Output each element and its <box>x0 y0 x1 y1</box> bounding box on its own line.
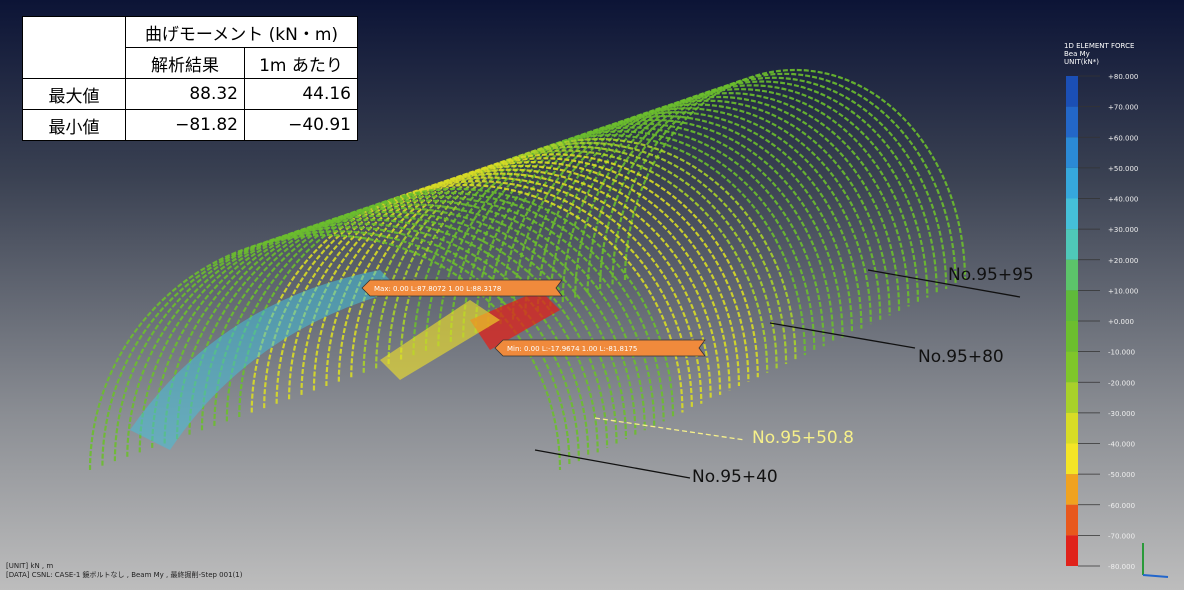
legend-label: +0.000 <box>1108 318 1134 326</box>
legend-swatch <box>1066 505 1078 536</box>
table-header: 曲げモーメント (kN・m) <box>126 17 358 48</box>
legend-label: -60.000 <box>1108 502 1135 510</box>
legend-swatch <box>1066 199 1078 230</box>
legend-swatch <box>1066 382 1078 413</box>
legend-swatch <box>1066 137 1078 168</box>
legend-label: -30.000 <box>1108 410 1135 418</box>
leader-line <box>770 323 915 348</box>
cell: −40.91 <box>245 110 358 141</box>
stress-zone <box>380 300 500 380</box>
stress-zone <box>130 270 400 450</box>
legend-swatch <box>1066 290 1078 321</box>
legend-swatch <box>1066 535 1078 566</box>
legend-title: 1D ELEMENT FORCE <box>1064 42 1134 50</box>
section-label: No.95+95 <box>948 265 1034 285</box>
cell: 44.16 <box>245 79 358 110</box>
blank-cell <box>23 17 126 79</box>
legend-title: UNIT(kN*) <box>1064 58 1099 66</box>
screen: Max: 0.00 L:87.8072 1.00 L:88.3178 Min: 0… <box>0 0 1184 590</box>
tunnel-ring <box>140 220 598 453</box>
subheader: 解析結果 <box>126 48 245 79</box>
legend-label: +50.000 <box>1108 165 1138 173</box>
legend-swatch <box>1066 76 1078 107</box>
section-label: No.95+80 <box>918 347 1004 367</box>
legend-swatch <box>1066 444 1078 475</box>
legend-swatch <box>1066 260 1078 291</box>
legend-swatch <box>1066 107 1078 138</box>
section-label: No.95+40 <box>692 467 778 487</box>
legend-swatch <box>1066 413 1078 444</box>
legend-swatch <box>1066 474 1078 505</box>
cell: −81.82 <box>126 110 245 141</box>
legend-label: +60.000 <box>1108 134 1138 142</box>
legend-label: -10.000 <box>1108 349 1135 357</box>
legend-label: +30.000 <box>1108 226 1138 234</box>
section-label: No.95+50.8 <box>752 428 854 448</box>
tunnel-ring <box>513 105 880 320</box>
leader-line <box>535 450 690 478</box>
footer-text: [DATA] CSNL: CASE-1 鏡ボルトなし , Beam My , 最… <box>6 570 243 579</box>
legend-label: +20.000 <box>1108 257 1138 265</box>
footer-text: [UNIT] kN , m <box>6 562 53 570</box>
legend-label: -50.000 <box>1108 471 1135 479</box>
row-label: 最小値 <box>23 110 126 141</box>
legend-title: Bea My <box>1064 50 1090 58</box>
legend-label: +80.000 <box>1108 73 1138 81</box>
tag-text: Min: 0.00 L:-17.9674 1.00 L:-81.8175 <box>507 345 637 353</box>
legend-swatch <box>1066 352 1078 383</box>
legend-swatch <box>1066 321 1078 352</box>
axis-x <box>1143 575 1168 577</box>
legend-swatch <box>1066 229 1078 260</box>
legend-label: -20.000 <box>1108 379 1135 387</box>
legend-swatch <box>1066 168 1078 199</box>
row-label: 最大値 <box>23 79 126 110</box>
legend-label: +10.000 <box>1108 287 1138 295</box>
legend-label: +40.000 <box>1108 196 1138 204</box>
legend-label: -40.000 <box>1108 441 1135 449</box>
legend-label: +70.000 <box>1108 104 1138 112</box>
legend-label: -70.000 <box>1108 532 1135 540</box>
legend-label: -80.000 <box>1108 563 1135 571</box>
subheader: 1m あたり <box>245 48 358 79</box>
tag-text: Max: 0.00 L:87.8072 1.00 L:88.3178 <box>374 285 501 293</box>
cell: 88.32 <box>126 79 245 110</box>
